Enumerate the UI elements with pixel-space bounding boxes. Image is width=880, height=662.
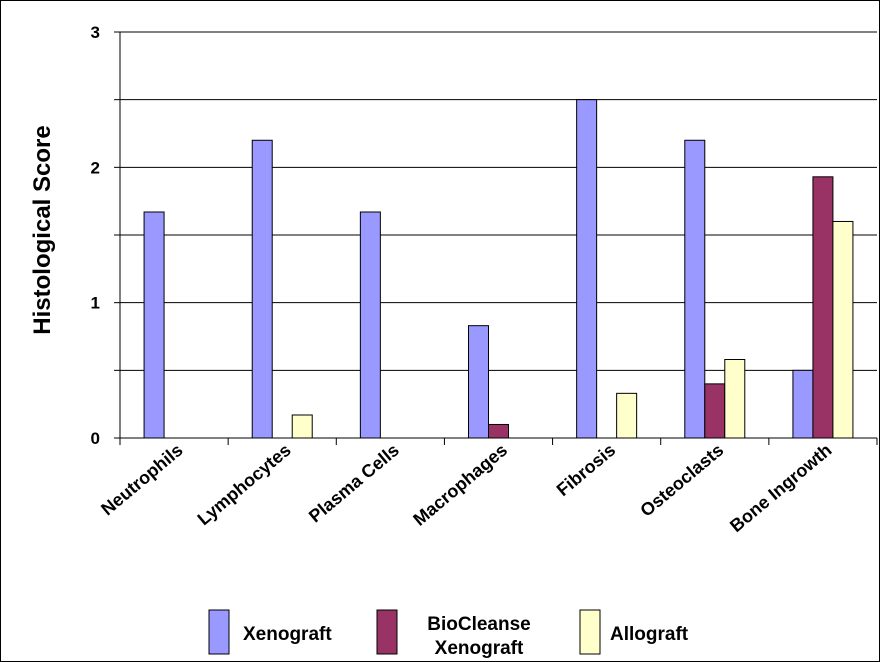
x-tick-label: Macrophages <box>409 440 511 530</box>
bars <box>143 99 854 439</box>
bar <box>359 211 381 439</box>
bar <box>143 211 165 439</box>
bar <box>792 369 814 439</box>
legend-label: Xenograft <box>435 638 524 659</box>
y-tick-label: 3 <box>91 23 100 42</box>
axes <box>114 31 878 445</box>
legend-label: BioCleanse <box>427 614 530 635</box>
y-tick-label: 0 <box>91 429 100 448</box>
y-tick-label: 2 <box>91 158 100 177</box>
x-tick-label: Plasma Cells <box>305 440 403 527</box>
legend-label: Xenograft <box>243 624 332 645</box>
bar <box>832 220 854 439</box>
bar <box>291 414 313 439</box>
x-tick-label: Bone Ingrowth <box>726 440 835 536</box>
x-tick-label: Fibrosis <box>553 440 619 500</box>
legend-swatch <box>579 609 601 655</box>
bar <box>468 325 489 439</box>
legend-swatch <box>376 609 398 655</box>
x-tick-label: Osteoclasts <box>636 440 727 521</box>
bar <box>251 139 273 439</box>
y-tick-label: 1 <box>91 294 100 313</box>
x-tick-label: Neutrophils <box>97 440 186 520</box>
bar <box>576 99 598 439</box>
bar <box>488 423 509 439</box>
legend: Xenograft BioCleanse Xenograft Allograft <box>208 609 689 659</box>
y-tick-labels: 0 1 2 3 <box>91 23 100 448</box>
legend-swatch <box>208 609 230 655</box>
bar <box>616 392 638 439</box>
legend-label: Allograft <box>610 624 689 645</box>
x-tick-labels: Neutrophils Lymphocytes Plasma Cells Macrop… <box>97 440 835 536</box>
bar <box>812 176 834 439</box>
grid-lines <box>120 31 877 371</box>
bar <box>704 383 726 439</box>
y-axis-label: Histological Score <box>29 125 56 334</box>
x-tick-label: Lymphocytes <box>194 440 295 529</box>
bar <box>684 139 706 439</box>
bar <box>724 359 746 439</box>
